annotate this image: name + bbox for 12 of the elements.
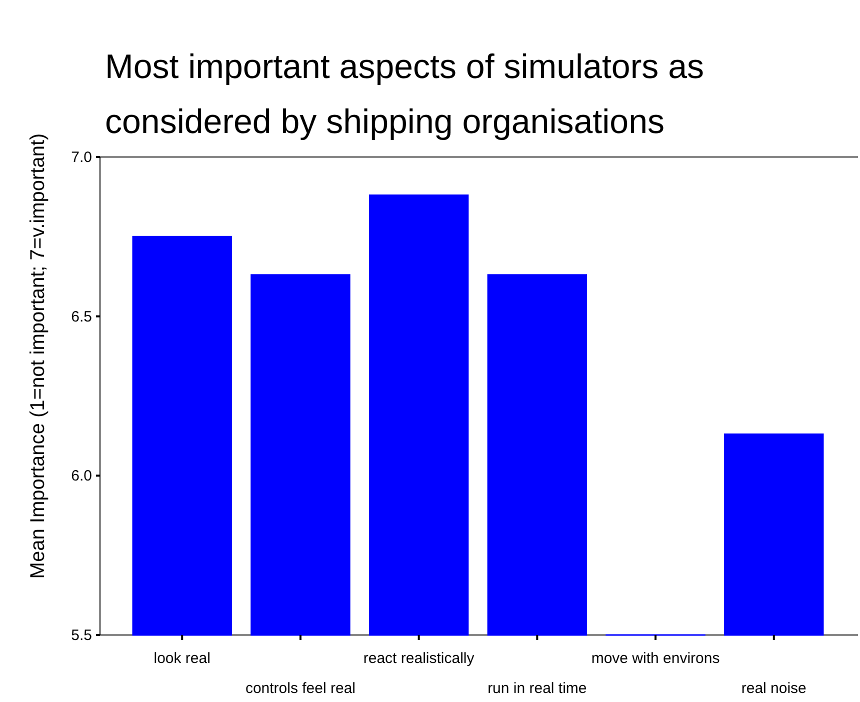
x-tick-label: controls feel real [245, 680, 356, 697]
x-tick-label: look real [154, 650, 210, 667]
x-tick-label: run in real time [488, 680, 587, 697]
x-tick-label: move with environs [591, 650, 720, 667]
y-tick-label: 5.5 [71, 627, 92, 644]
y-tick-label: 6.0 [71, 468, 92, 485]
y-tick-label: 6.5 [71, 308, 92, 326]
x-tick-label: real noise [741, 680, 806, 697]
y-axis-title: Mean Importance (1=not important; 7=v.important) [27, 133, 49, 579]
x-tick-label: react realistically [363, 650, 475, 667]
chart-title: Most important aspects of simulators as considered by shipping organisations [105, 48, 704, 141]
y-tick-label: 7.0 [71, 149, 92, 166]
